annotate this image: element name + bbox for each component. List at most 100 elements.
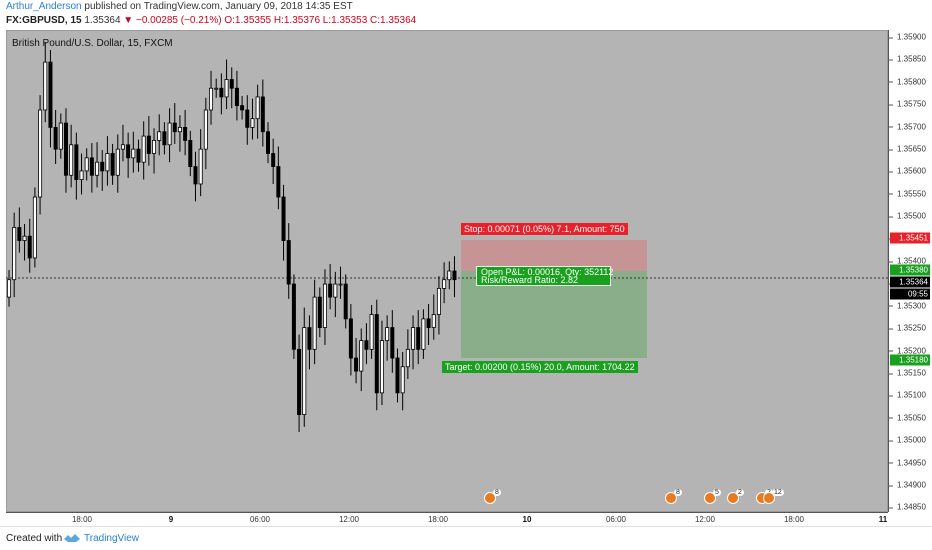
price-tick: 1.35150 [889,368,926,378]
event-flag-icon[interactable] [484,492,496,504]
candle-body [84,157,89,172]
event-count: 2 [736,489,744,496]
candle-body [141,135,146,163]
candle-body [43,61,48,111]
event-flag-icon[interactable] [727,492,739,504]
created-with-text: Created with [6,533,63,544]
time-axis[interactable]: 18:00 9 06:00 12:00 18:00 10 06:00 12:00 18:00 11 [6,512,888,526]
price-tick: 1.35050 [889,413,926,423]
candle-body [110,153,115,176]
price-tick: 1.35850 [889,54,926,64]
price-tick: 1.35750 [889,99,926,109]
candle-body [229,79,234,89]
price-plot[interactable] [6,30,888,512]
candle-body [312,296,317,350]
candle-body [203,109,208,150]
candle-body [328,283,333,298]
candle-body [198,148,203,185]
candle-body [136,148,141,163]
candle-body [405,348,410,368]
candle-body [359,340,364,372]
chart-header: Arthur_Anderson published on TradingView… [0,0,932,28]
price-label: 1.35451 [890,232,930,244]
candle-body [183,126,188,141]
candle-body [307,327,312,350]
time-tick: 06:00 [249,515,271,524]
candle-body [79,170,84,181]
stop-label[interactable]: Stop: 0.00071 (0.05%) 7.1, Amount: 750 [461,223,628,235]
last-price: 1.35364 [84,15,121,26]
risk-reward-text: Risk/Reward Ratio: 2.82 [481,275,579,285]
candle-body [188,140,193,167]
event-count: 8 [674,489,682,496]
price-tick: 1.35550 [889,189,926,199]
candle-body [281,196,286,241]
pnl-text: Open P&L: 0.00016, Qty: 352112 [481,267,614,277]
event-flag-icon[interactable] [704,492,716,504]
price-tick: 1.34950 [889,458,926,468]
event-count: 5 [713,489,721,496]
candle-body [322,283,327,328]
price-tick: 1.35250 [889,323,926,333]
price-label: 1.35180 [890,354,930,366]
candle-body [260,96,265,133]
candle-body [69,144,74,176]
candle-body [333,283,338,298]
pnl-box[interactable]: Open P&L: 0.00016, Qty: 352112 Risk/Rewa… [476,266,614,286]
candle-body [421,318,426,350]
candle-body [22,235,27,241]
price-tick: 1.35100 [889,390,926,400]
candle-body [6,279,12,298]
candle-body [115,148,120,176]
candle-body [152,140,157,154]
price-tick: 1.35200 [889,346,926,356]
price-tick: 1.35300 [889,301,926,311]
candle-body [385,327,390,342]
chart-pane[interactable] [6,30,888,512]
candle-body [224,79,229,98]
author-link[interactable]: Arthur_Anderson [6,1,82,12]
price-axis[interactable]: 1.35900 1.35850 1.35800 1.35750 1.35700 1.356… [888,30,932,512]
time-tick: 18:00 [71,515,93,524]
tradingview-brand-link[interactable]: TradingView [84,533,140,544]
candle-body [193,166,198,185]
target-label[interactable]: Target: 0.00200 (0.15%) 20.0, Amount: 17… [442,361,638,373]
time-tick: 18:00 [427,515,449,524]
event-count: 12 [772,489,784,496]
time-tick: 12:00 [338,515,360,524]
time-tick: 12:00 [694,515,716,524]
event-flag-icon[interactable] [763,492,775,504]
price-tick: 1.35800 [889,77,926,87]
event-count: 8 [493,489,501,496]
candle-body [209,87,214,111]
candle-body [172,122,177,133]
candle-body [48,61,53,128]
candle-body [436,288,441,315]
candle-body [63,122,68,176]
event-flag-icon[interactable] [665,492,677,504]
price-tick: 1.35000 [889,435,926,445]
candle-body [214,87,219,90]
candle-body [317,296,322,328]
candle-body [291,283,296,350]
symbol-label[interactable]: FX:GBPUSD, 15 [6,15,82,26]
candle-body [426,318,431,328]
stop-zone [461,240,647,271]
candle-body [452,270,457,281]
candle-body [442,279,447,289]
candle-body [369,314,374,350]
candle-body [177,126,182,133]
candle-body [38,109,43,198]
candle-body [146,135,151,154]
price-change: ▼ −0.00285 (−0.21%) [123,15,222,26]
candle-body [95,161,100,176]
candle-body [162,131,167,146]
candle-body [447,270,452,281]
candle-body [416,327,421,350]
candle-body [400,366,405,394]
candle-body [302,327,307,416]
candle-body [276,166,281,198]
time-tick: 10 [522,515,532,524]
candle-body [348,318,353,359]
candle-body [379,340,384,394]
